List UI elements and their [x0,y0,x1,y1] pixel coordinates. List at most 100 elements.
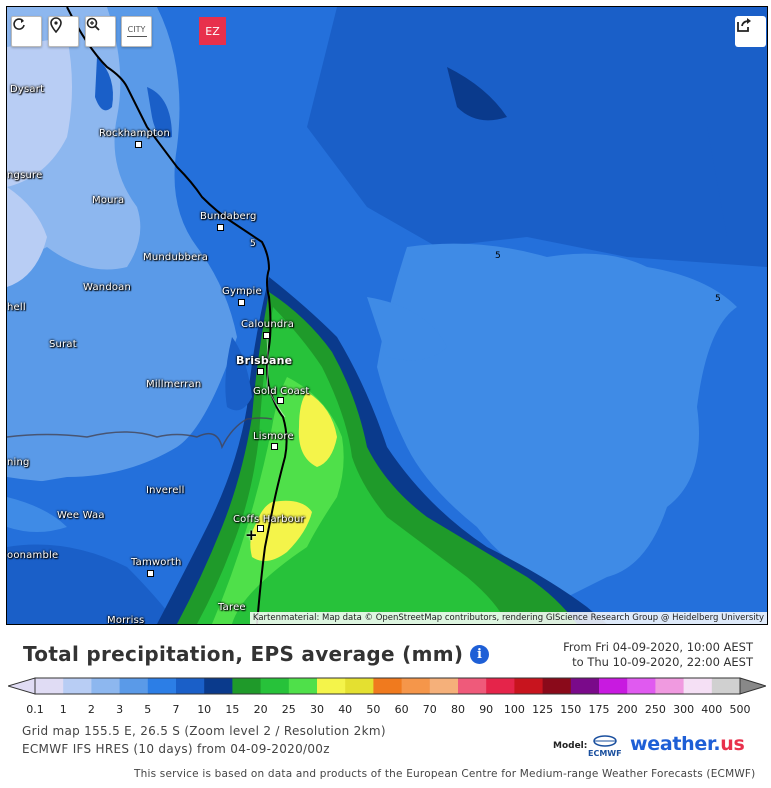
legend-tick-label: 90 [479,703,494,716]
city-label-mundubbera[interactable]: Mundubbera [143,252,209,263]
legend-swatch [260,678,290,694]
precipitation-layer [7,7,767,624]
legend-tick-label: 80 [451,703,465,716]
city-label-caloundra[interactable]: Caloundra [241,319,295,330]
legend-frame [34,677,741,695]
city-label-gympie[interactable]: Gympie [222,286,262,297]
legend-swatch [542,678,572,694]
weather-us-logo[interactable]: weather.us [630,733,745,755]
legend-tick-label: 25 [281,703,296,716]
legend-tick-label: 0.1 [26,703,44,716]
city-marker [238,299,245,306]
city-label-moura[interactable]: Moura [92,195,125,206]
legend-swatch [317,678,346,694]
contour-label: 5 [250,239,256,249]
model-label: Model: [553,741,588,751]
location-button[interactable] [48,16,79,47]
ez-button[interactable]: EZ [199,17,226,45]
ecmwf-label: ECMWF [588,749,622,758]
legend-swatch [458,678,487,694]
legend-tick-label: 1 [59,703,67,716]
city-toggle-button[interactable]: CITY [121,16,152,47]
city-label-wandoan[interactable]: Wandoan [83,282,132,293]
legend-swatch [683,678,713,694]
city-label-taree[interactable]: Taree [218,602,246,613]
contour-label: 5 [495,251,501,261]
contour-label: 5 [715,294,721,304]
refresh-icon [13,18,25,30]
city-label-inverell[interactable]: Inverell [146,485,185,496]
legend-tick-label: 200 [616,703,638,716]
precipitation-map[interactable]: CITY EZ 5 5 5 Dysart Rockhampton ngsure … [6,6,768,625]
model-run-info: ECMWF IFS HRES (10 days) from 04-09-2020… [22,742,330,756]
legend-swatch [486,678,515,694]
legend-swatch [232,678,262,694]
share-icon [737,18,751,32]
city-marker [277,397,284,404]
city-label-wee-waa[interactable]: Wee Waa [57,510,105,521]
color-legend [8,677,766,695]
city-label-morriss[interactable]: Morriss [107,615,145,625]
legend-tick-label: 3 [116,703,124,716]
legend-swatch [401,678,431,694]
city-label-rockhampton[interactable]: Rockhampton [99,128,171,139]
legend-swatch [599,678,628,694]
city-label-coffs-harbour[interactable]: Coffs Harbour [233,514,305,525]
legend-tick-label: 20 [253,703,268,716]
city-underline [126,36,147,37]
legend-swatch [429,678,459,694]
to-date: to Thu 10-09-2020, 22:00 AEST [572,655,753,669]
legend-swatch [655,678,685,694]
city-label-surat[interactable]: Surat [49,339,77,350]
share-button[interactable] [735,16,766,47]
legend-tick-label: 5 [144,703,152,716]
city-label-ngsure[interactable]: ngsure [7,170,43,181]
legend-tick-label: 400 [701,703,723,716]
info-icon[interactable]: i [470,645,489,664]
legend-swatch [570,678,600,694]
legend-swatch [35,678,64,694]
location-pin-icon [50,17,62,33]
legend-tick-label: 70 [422,703,437,716]
city-label-dysart[interactable]: Dysart [10,84,45,95]
zoom-in-icon [86,17,100,31]
city-label-gold-coast[interactable]: Gold Coast [253,386,310,397]
zoom-button[interactable] [85,16,116,47]
legend-swatch [288,678,318,694]
ecmwf-globe-icon [593,735,617,747]
city-label-bundaberg[interactable]: Bundaberg [200,211,257,222]
city-label-millmerran[interactable]: Millmerran [146,379,202,390]
from-date: From Fri 04-09-2020, 10:00 AEST [563,640,753,654]
legend-swatch [514,678,544,694]
legend-tick-label: 175 [588,703,610,716]
date-range: From Fri 04-09-2020, 10:00 AEST to Thu 1… [563,640,753,670]
city-label-oonamble[interactable]: oonamble [7,550,59,561]
city-marker [257,368,264,375]
city-label-lismore[interactable]: Lismore [253,431,294,442]
city-label-ning[interactable]: ning [7,457,30,468]
grid-info: Grid map 155.5 E, 26.5 S (Zoom level 2 /… [22,724,386,738]
city-label-tamworth[interactable]: Tamworth [131,557,182,568]
city-label-hell[interactable]: hell [7,302,26,313]
legend-tick-label: 300 [673,703,695,716]
legend-tick-label: 10 [197,703,212,716]
refresh-button[interactable] [11,16,42,47]
city-label-brisbane[interactable]: Brisbane [236,354,293,367]
legend-swatch [176,678,205,694]
legend-tick-label: 250 [644,703,666,716]
city-marker [271,443,278,450]
city-label: CITY [127,25,146,34]
crosshair-marker[interactable]: + [245,526,258,544]
ecmwf-logo[interactable]: ECMWF [588,735,622,758]
city-marker [135,141,142,148]
legend-swatch [147,678,177,694]
city-marker [257,525,264,532]
legend-tick-label: 100 [503,703,525,716]
legend-tick-label: 40 [338,703,353,716]
legend-swatch [63,678,92,694]
map-attribution[interactable]: Kartenmaterial: Map data © OpenStreetMap… [249,612,767,624]
legend-swatch [119,678,149,694]
legend-ticks: 0.1 1 2 3 5 7 10 15 20 25 30 40 50 60 70 80 90 100 125 150 1… [0,703,771,717]
legend-swatch [373,678,403,694]
legend-tick-label: 150 [560,703,582,716]
